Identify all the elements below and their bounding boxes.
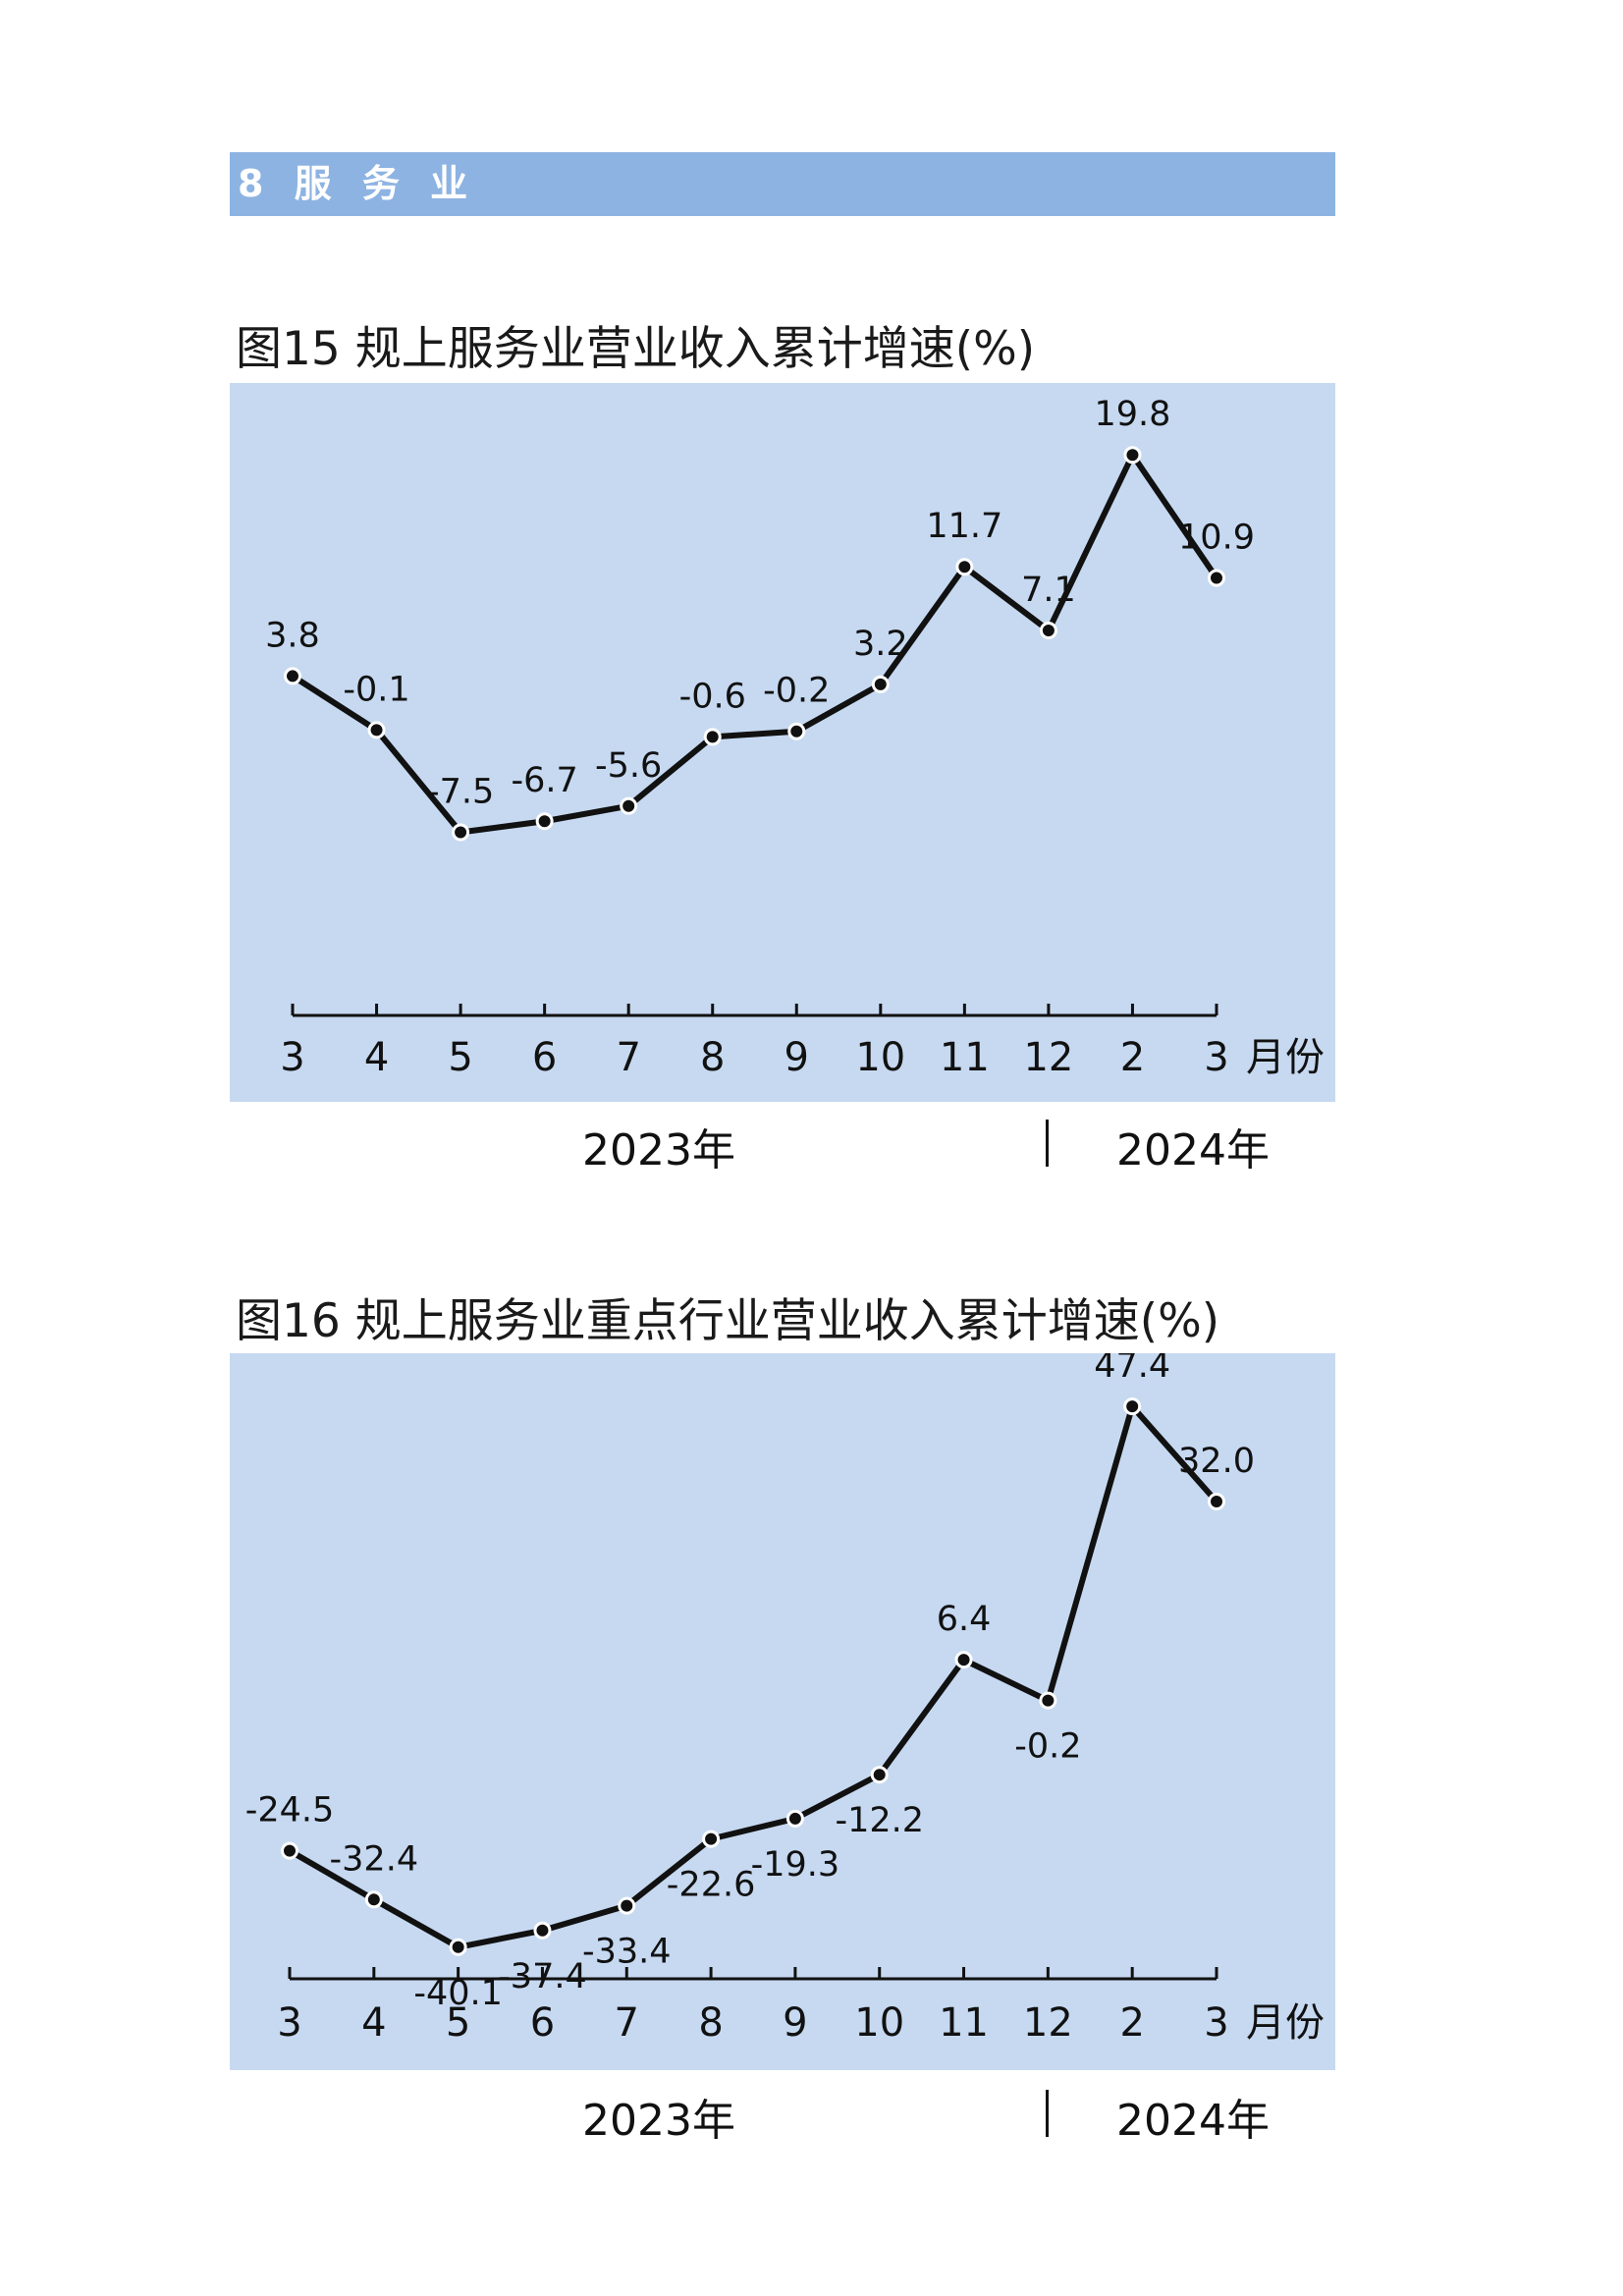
figure-16-data-point (702, 1830, 721, 1848)
figure-16-data-label: -19.3 (751, 1845, 840, 1885)
figure-16-data-label: 47.4 (1094, 1353, 1170, 1386)
figure-15-data-point (1208, 569, 1225, 587)
figure-15-x-tick-label: 5 (448, 1035, 472, 1080)
figure-16-x-tick-label: 9 (783, 2000, 807, 2046)
figure-16-year-separator (1046, 2090, 1049, 2137)
figure-15-data-point (620, 796, 638, 815)
figure-15-x-tick-label: 8 (700, 1035, 725, 1080)
figure-15-data-label: -0.1 (343, 670, 409, 709)
section-header-bar: 8 服 务 业 (230, 152, 1335, 216)
figure-15-data-label: 19.8 (1094, 395, 1170, 434)
figure-15-year-row: 2023年 2024年 (0, 1115, 1623, 1175)
figure-15-line-chart: 3 4 5 6 7 8 9 10 11 12 2 3 月份 3.8 -0.1 -7.5 -6.7 -5.6 -0.6… (230, 383, 1335, 1102)
figure-15-year-separator (1046, 1120, 1049, 1167)
figure-16-x-tick-label: 3 (277, 2000, 301, 2046)
figure-15-x-tick-label: 2 (1120, 1035, 1145, 1080)
figure-15-x-axis-unit: 月份 (1246, 1035, 1325, 1080)
figure-16-data-point (1208, 1493, 1225, 1511)
figure-15-data-point (1039, 621, 1057, 639)
figure-16-year-2024: 2024年 (1116, 2096, 1270, 2146)
figure-16-title: 图16 规上服务业重点行业营业收入累计增速(%) (236, 1294, 1220, 1348)
figure-16-x-tick-label: 3 (1204, 2000, 1228, 2046)
figure-15-title: 图15 规上服务业营业收入累计增速(%) (236, 322, 1036, 376)
figure-16-data-label: -22.6 (667, 1866, 756, 1905)
figure-16-data-point (364, 1890, 383, 1909)
figure-15-x-tick-label: 10 (855, 1035, 905, 1080)
figure-16-x-tick-label: 12 (1023, 2000, 1073, 2046)
figure-15-year-2024: 2024年 (1116, 1125, 1270, 1175)
figure-15-x-tick-label: 3 (1204, 1035, 1228, 1080)
section-header-label: 8 服 务 业 (238, 162, 477, 205)
figure-15-data-label: -5.6 (595, 746, 662, 786)
figure-16-data-label: -37.4 (498, 1957, 587, 1996)
figure-16-data-point (785, 1809, 804, 1828)
figure-15-data-label: -0.2 (763, 672, 830, 711)
figure-16-x-tick-label: 5 (446, 2000, 470, 2046)
figure-16-x-tick-label: 6 (530, 2000, 555, 2046)
figure-16-data-label: -40.1 (413, 1974, 503, 2013)
figure-15-data-label: -7.5 (427, 773, 494, 812)
figure-16-line-chart: 3 4 5 6 7 8 9 10 11 12 2 3 月份 -24.5 -32.4 -40.1-37.4-33… (230, 1353, 1335, 2070)
figure-16-year-2023: 2023年 (582, 2096, 735, 2146)
figure-15-data-point (787, 722, 806, 740)
figure-15-data-point (284, 667, 301, 685)
figure-15-data-label: 3.8 (265, 616, 320, 655)
figure-16-data-point (1039, 1691, 1057, 1710)
figure-16-plot-background (230, 1353, 1335, 2070)
figure-16-x-tick-label: 8 (698, 2000, 723, 2046)
figure-16-data-label: -0.2 (1014, 1727, 1081, 1767)
figure-16-x-tick-label: 2 (1119, 2000, 1144, 2046)
figure-16-data-label: -24.5 (245, 1791, 335, 1831)
figure-15-data-point (535, 812, 554, 831)
figure-15-data-label: -0.6 (679, 677, 746, 716)
figure-15-x-tick-label: 11 (940, 1035, 990, 1080)
figure-15-plot-background (230, 383, 1335, 1102)
figure-16-data-label: -12.2 (835, 1801, 924, 1840)
figure-15-data-point (871, 675, 890, 693)
figure-15-series-line (290, 452, 1219, 836)
figure-16-data-point (1123, 1397, 1142, 1416)
figure-16-data-label: 32.0 (1178, 1442, 1255, 1481)
figure-15-data-point (955, 558, 974, 576)
figure-16-data-point (954, 1651, 973, 1669)
figure-16-x-axis-unit: 月份 (1246, 2000, 1325, 2046)
figure-15-data-point (703, 728, 722, 746)
figure-16-x-tick-label: 7 (615, 2000, 639, 2046)
figure-15-x-tick-label: 7 (616, 1035, 640, 1080)
figure-15-data-label: -6.7 (511, 761, 577, 800)
figure-15-year-2023: 2023年 (582, 1125, 735, 1175)
figure-16-data-point (281, 1841, 298, 1860)
figure-15-x-tick-label: 3 (280, 1035, 304, 1080)
figure-16-series-line (287, 1403, 1219, 1950)
figure-16-data-label: -32.4 (330, 1839, 419, 1879)
figure-15-x-tick-label: 12 (1023, 1035, 1073, 1080)
figure-16-data-point (618, 1896, 636, 1915)
figure-15-x-tick-label: 4 (364, 1035, 389, 1080)
figure-15-data-label: 10.9 (1178, 518, 1255, 557)
figure-15-data-point (1123, 446, 1142, 465)
figure-16-x-tick-label: 11 (939, 2000, 989, 2046)
figure-15-data-label: 7.1 (1021, 571, 1076, 610)
figure-16-x-tick-label: 4 (361, 2000, 386, 2046)
figure-16-year-row: 2023年 2024年 (0, 2085, 1623, 2146)
figure-16-data-point (870, 1766, 889, 1784)
figure-15-data-point (452, 823, 470, 842)
figure-15-x-tick-label: 9 (784, 1035, 809, 1080)
figure-16-data-point (449, 1938, 467, 1956)
figure-15-data-point (367, 721, 386, 739)
figure-15-x-tick-label: 6 (532, 1035, 557, 1080)
figure-16-x-tick-label: 10 (854, 2000, 904, 2046)
figure-16-data-label: 6.4 (937, 1600, 992, 1639)
figure-15-data-label: 3.2 (853, 625, 908, 664)
figure-16-data-point (533, 1921, 552, 1940)
figure-15-data-label: 11.7 (926, 507, 1002, 546)
figure-16-data-label: -33.4 (582, 1933, 672, 1972)
